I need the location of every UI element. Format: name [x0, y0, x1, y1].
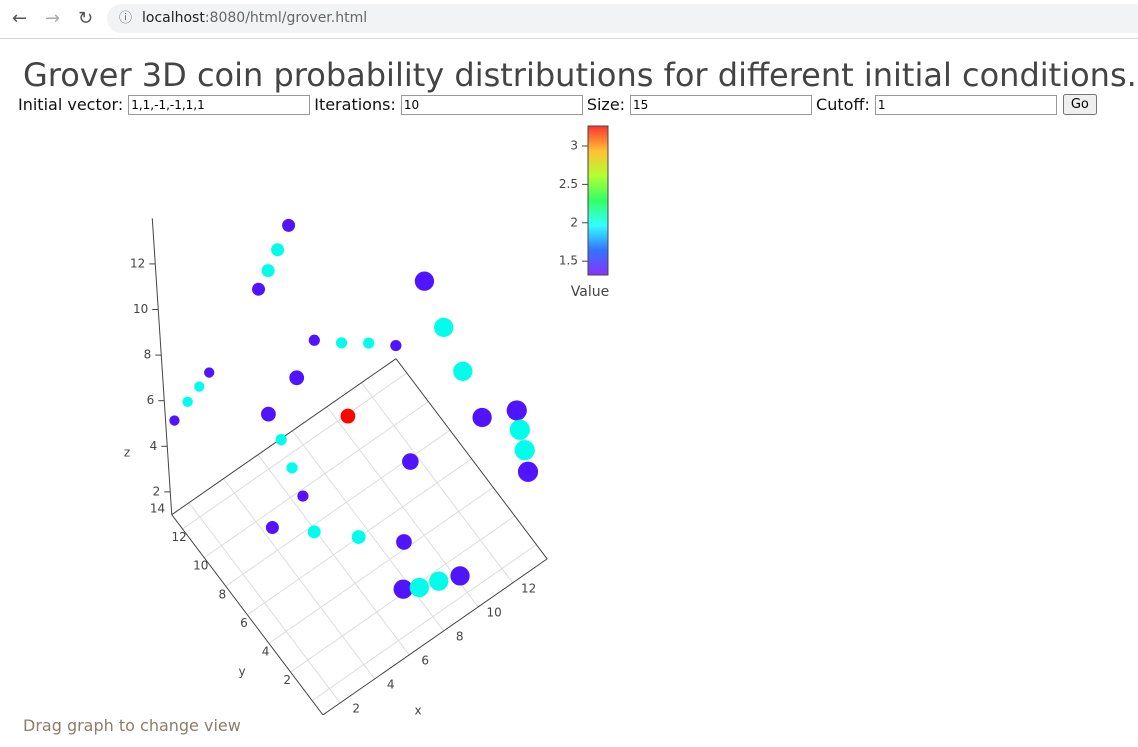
- grid-line: [311, 544, 537, 702]
- z-tick-label: 2: [153, 484, 161, 498]
- info-icon[interactable]: ⓘ: [119, 11, 133, 26]
- data-point: [282, 218, 296, 232]
- forward-button[interactable]: →: [45, 8, 61, 29]
- data-point: [286, 462, 298, 474]
- data-point: [506, 400, 527, 421]
- floor-edge: [395, 358, 548, 560]
- data-point: [351, 530, 366, 544]
- field-input[interactable]: [874, 94, 1057, 115]
- y-tick-label: 8: [219, 587, 227, 601]
- url-path: :8080/html/grover.html: [204, 10, 368, 26]
- data-point: [297, 490, 309, 502]
- x-tick-label: 10: [487, 605, 502, 619]
- data-point: [414, 271, 435, 291]
- data-point: [453, 361, 473, 381]
- grid-line: [203, 401, 429, 559]
- data-point: [340, 408, 356, 424]
- colorbar-tick-label: 2: [570, 215, 578, 229]
- data-point: [363, 337, 375, 349]
- data-point: [514, 440, 535, 461]
- z-axis: [151, 218, 173, 515]
- x-tick-label: 12: [521, 581, 536, 595]
- data-point: [261, 264, 275, 278]
- reload-button[interactable]: ↻: [78, 8, 94, 29]
- data-point: [252, 282, 266, 296]
- data-point: [472, 407, 492, 428]
- field-label: Cutoff:: [816, 95, 870, 114]
- data-point: [307, 525, 321, 539]
- z-tick-label: 12: [130, 256, 145, 270]
- data-point: [390, 339, 402, 352]
- data-point: [450, 566, 470, 586]
- data-point: [509, 419, 530, 440]
- data-point: [517, 461, 539, 482]
- x-tick-label: 6: [421, 653, 429, 667]
- x-axis: [322, 558, 548, 715]
- z-tick-label: 10: [133, 302, 148, 316]
- colorbar-tick-label: 1.5: [559, 254, 578, 268]
- y-tick-label: 12: [172, 530, 187, 544]
- data-point: [393, 579, 413, 599]
- y-tick-label: 6: [240, 616, 248, 630]
- y-tick-label: 2: [283, 673, 291, 687]
- colorbar: [587, 125, 609, 276]
- field-input[interactable]: [128, 94, 311, 115]
- data-point: [271, 243, 285, 257]
- go-button[interactable]: Go: [1062, 94, 1097, 115]
- data-point: [194, 381, 205, 392]
- field-input[interactable]: [400, 94, 583, 115]
- x-tick-label: 8: [456, 629, 464, 643]
- field-input[interactable]: [630, 94, 813, 115]
- data-point: [182, 396, 193, 407]
- field-label: Iterations:: [314, 95, 396, 114]
- y-tick-label: 14: [150, 502, 165, 516]
- colorbar-tick-label: 3: [570, 138, 578, 152]
- browser-toolbar: ← → ↻ ⓘ localhost:8080/html/grover.html: [0, 0, 1138, 39]
- controls-form: Initial vector: Iterations: Size: Cutoff: Go: [18, 94, 1097, 115]
- data-point: [308, 334, 320, 346]
- z-axis-title: z: [124, 446, 130, 460]
- data-point: [429, 571, 449, 591]
- colorbar-tick-label: 2.5: [559, 177, 578, 191]
- data-point: [409, 577, 429, 598]
- page-title: Grover 3D coin probability distributions…: [23, 56, 1137, 94]
- data-point: [402, 453, 419, 470]
- data-point: [275, 434, 287, 446]
- back-button[interactable]: ←: [12, 8, 28, 29]
- data-point: [169, 415, 180, 426]
- grid-line: [268, 486, 494, 644]
- data-point: [434, 317, 454, 338]
- y-axis: [171, 514, 324, 715]
- z-tick-label: 8: [144, 348, 152, 362]
- colorbar-title: Value: [571, 284, 609, 300]
- data-point: [265, 521, 279, 535]
- data-point: [261, 406, 276, 422]
- field-label: Size:: [586, 95, 626, 114]
- y-tick-label: 10: [193, 559, 208, 573]
- x-tick-label: 4: [387, 677, 395, 691]
- url-host: localhost: [142, 10, 205, 26]
- data-point: [396, 534, 412, 550]
- data-point: [204, 367, 215, 378]
- y-tick-label: 4: [262, 645, 270, 659]
- field-label: Initial vector:: [18, 95, 124, 114]
- data-point: [335, 337, 348, 349]
- address-bar[interactable]: ⓘ localhost:8080/html/grover.html: [107, 4, 1138, 33]
- hint-text: Drag graph to change view: [23, 716, 241, 735]
- data-point: [289, 370, 305, 386]
- x-tick-label: 2: [352, 701, 360, 715]
- z-tick-label: 6: [147, 393, 155, 407]
- x-axis-title: x: [414, 704, 421, 717]
- z-tick-label: 4: [150, 439, 158, 453]
- grid-line: [182, 372, 408, 530]
- y-axis-title: y: [238, 665, 245, 679]
